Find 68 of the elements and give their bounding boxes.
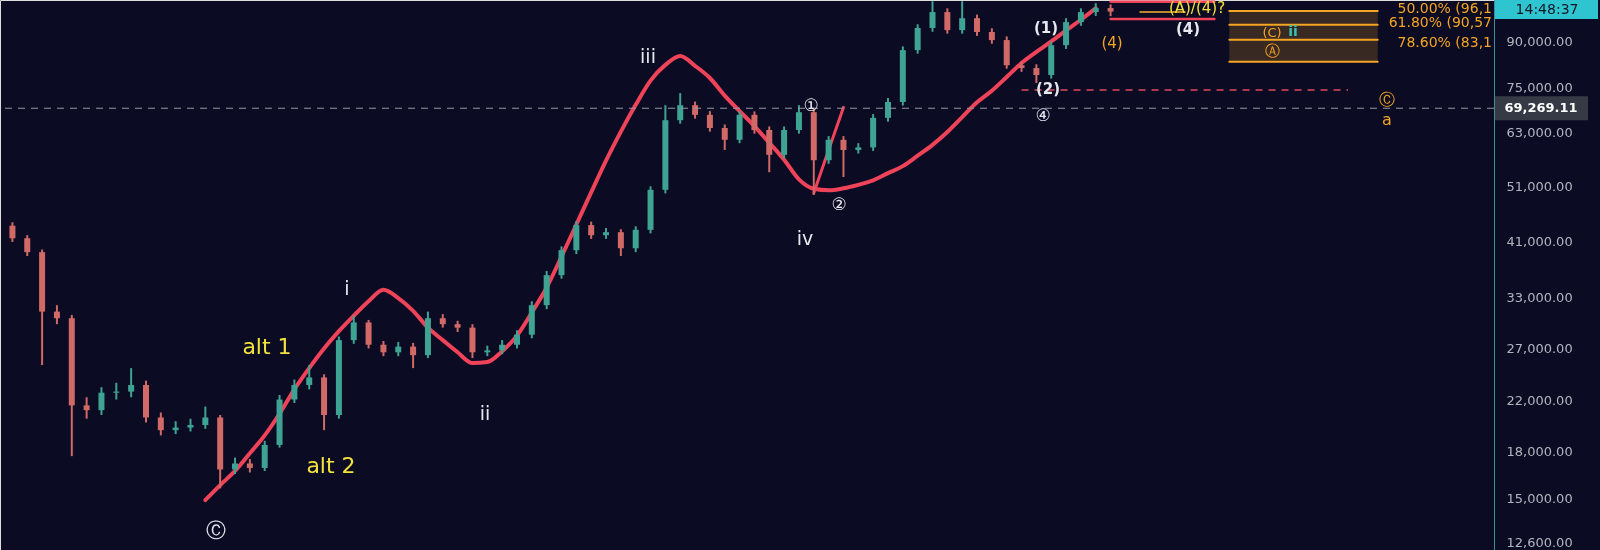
candlestick bbox=[53, 304, 60, 326]
candlestick bbox=[884, 97, 891, 123]
y-tick-label: 51,000.00 bbox=[1506, 178, 1573, 194]
annotation: i bbox=[344, 277, 350, 299]
annotation: ii bbox=[479, 402, 491, 424]
candlestick bbox=[306, 364, 313, 391]
annotation: Ⓒ bbox=[206, 518, 226, 542]
annotation: ② bbox=[831, 194, 847, 214]
candlestick bbox=[410, 341, 417, 370]
annotation: (1) bbox=[1033, 19, 1059, 37]
y-tick-label: 75,000.00 bbox=[1506, 80, 1573, 96]
annotation: 78.60% (83,1 bbox=[1397, 34, 1492, 51]
annotation: iii bbox=[640, 45, 656, 67]
candlestick bbox=[944, 7, 951, 35]
candlestick bbox=[365, 318, 372, 350]
candlestick bbox=[261, 439, 268, 472]
ref-line-label: 69,269.11 bbox=[1504, 100, 1578, 116]
y-tick-label: 27,000.00 bbox=[1506, 340, 1573, 356]
candlestick bbox=[959, 0, 966, 35]
candlestick bbox=[24, 234, 31, 258]
annotation: alt 2 bbox=[306, 453, 356, 478]
candlestick bbox=[513, 329, 520, 350]
candlestick bbox=[751, 110, 758, 135]
annotation: iv bbox=[796, 227, 814, 249]
annotation: (2) bbox=[1035, 80, 1061, 98]
candlestick bbox=[1063, 17, 1070, 50]
candlestick bbox=[974, 13, 981, 37]
y-tick-label: 15,000.00 bbox=[1506, 490, 1573, 506]
candlestick bbox=[706, 110, 713, 133]
text: 14:48:37 bbox=[1515, 0, 1579, 17]
candlestick bbox=[128, 367, 135, 399]
candlestick bbox=[795, 104, 802, 135]
y-tick-label: 63,000.00 bbox=[1506, 124, 1573, 140]
annotation: ① bbox=[803, 95, 819, 115]
candlestick bbox=[632, 225, 639, 254]
line-series bbox=[203, 6, 1098, 503]
annotation: ④ bbox=[1035, 105, 1051, 125]
y-tick-label: 41,000.00 bbox=[1506, 234, 1573, 250]
annotation: Ⓒ bbox=[1379, 90, 1395, 109]
candlestick bbox=[9, 221, 16, 243]
candlestick bbox=[1033, 63, 1040, 84]
candlestick bbox=[98, 386, 105, 416]
annotation: (C) bbox=[1262, 25, 1282, 40]
candlestick bbox=[617, 228, 624, 258]
candlestick bbox=[202, 405, 209, 430]
candlestick bbox=[83, 396, 90, 420]
y-tick-label: 22,000.00 bbox=[1506, 393, 1573, 409]
y-tick-label: 12,600.00 bbox=[1506, 535, 1573, 550]
candlestick bbox=[677, 92, 684, 125]
annotation: (A)/(4)? bbox=[1168, 0, 1226, 17]
annotation: (4) bbox=[1101, 34, 1123, 52]
annotation: ii bbox=[1288, 23, 1298, 39]
candlestick bbox=[157, 411, 164, 437]
candlestick bbox=[929, 0, 936, 33]
y-tick-label: 33,000.00 bbox=[1506, 289, 1573, 305]
y-tick-label: 90,000.00 bbox=[1506, 33, 1573, 49]
candlestick bbox=[914, 23, 921, 55]
candlestick bbox=[825, 135, 832, 165]
candlestick bbox=[350, 314, 357, 345]
y-tick-label: 18,000.00 bbox=[1506, 444, 1573, 460]
annotation: alt 1 bbox=[242, 334, 292, 359]
annotation: 50.00% (96,1 bbox=[1397, 0, 1492, 16]
candlestick bbox=[721, 123, 728, 152]
candlestick bbox=[291, 378, 298, 405]
annotation: Ⓐ bbox=[1264, 42, 1280, 60]
annotation: a bbox=[1382, 110, 1392, 129]
candlestick bbox=[840, 135, 847, 178]
annotation: (4) bbox=[1175, 20, 1201, 38]
